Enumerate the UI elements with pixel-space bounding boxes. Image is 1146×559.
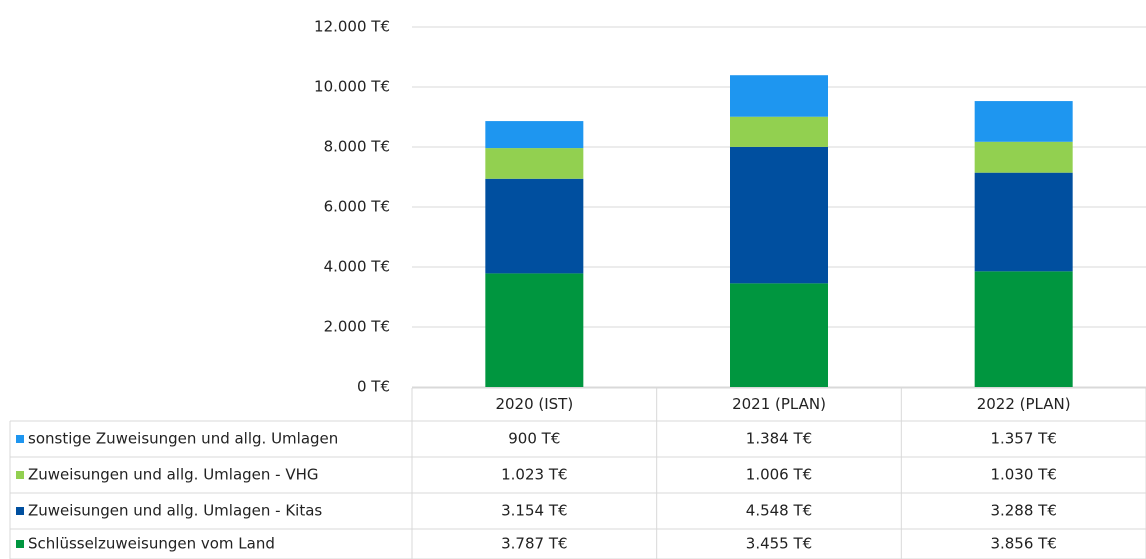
table-value: 3.288 T€ — [990, 502, 1056, 520]
legend-swatch — [16, 435, 24, 443]
bar-segment — [485, 121, 584, 149]
bar-segment — [974, 271, 1073, 387]
bar-segment — [485, 148, 584, 179]
bar-segment — [730, 283, 828, 387]
table-value: 1.384 T€ — [746, 430, 812, 448]
bar-segment — [974, 101, 1073, 142]
table-value: 1.030 T€ — [990, 466, 1056, 484]
bar-segment — [974, 172, 1073, 272]
bar-segment — [974, 141, 1073, 173]
x-tick-label: 2021 (PLAN) — [732, 395, 826, 413]
bar-segment — [730, 75, 828, 117]
legend-swatch — [16, 540, 24, 548]
bar-segment — [485, 273, 584, 387]
table-value: 3.856 T€ — [990, 535, 1056, 553]
table-value: 1.023 T€ — [501, 466, 567, 484]
legend-label: Zuweisungen und allg. Umlagen - Kitas — [28, 502, 322, 520]
legend-swatch — [16, 471, 24, 479]
legend-swatch — [16, 507, 24, 515]
y-tick-label: 6.000 T€ — [324, 198, 390, 216]
table-value: 1.006 T€ — [746, 466, 812, 484]
y-tick-label: 4.000 T€ — [324, 258, 390, 276]
legend-label: Zuweisungen und allg. Umlagen - VHG — [28, 466, 319, 484]
bar-segment — [485, 178, 584, 274]
y-tick-label: 12.000 T€ — [314, 18, 390, 36]
legend-label: Schlüsselzuweisungen vom Land — [28, 535, 275, 553]
legend-label: sonstige Zuweisungen und allg. Umlagen — [28, 430, 338, 448]
y-tick-label: 8.000 T€ — [324, 138, 390, 156]
y-tick-label: 0 T€ — [357, 378, 390, 396]
table-value: 4.548 T€ — [746, 502, 812, 520]
bar-segment — [730, 146, 828, 284]
table-value: 3.787 T€ — [501, 535, 567, 553]
table-value: 900 T€ — [508, 430, 560, 448]
x-tick-label: 2020 (IST) — [495, 395, 573, 413]
table-value: 3.154 T€ — [501, 502, 567, 520]
y-tick-label: 10.000 T€ — [314, 78, 390, 96]
table-value: 1.357 T€ — [990, 430, 1056, 448]
bar-segment — [730, 116, 828, 147]
x-tick-label: 2022 (PLAN) — [977, 395, 1071, 413]
y-tick-label: 2.000 T€ — [324, 318, 390, 336]
table-value: 3.455 T€ — [746, 535, 812, 553]
